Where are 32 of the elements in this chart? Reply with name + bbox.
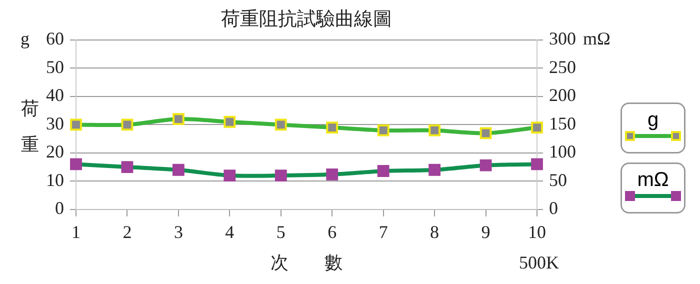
y-tick-label: 40 — [46, 85, 64, 106]
y2-tick-label: 250 — [549, 56, 576, 77]
y-tick-label: 60 — [46, 28, 64, 49]
y-tick-label: 10 — [46, 170, 64, 190]
x-tick-label: 5 — [276, 222, 286, 242]
x-tick-label: 9 — [481, 222, 490, 242]
x-tick-label: 3 — [174, 222, 183, 242]
y2-tick-label: 200 — [549, 85, 576, 106]
y-axis-title: 荷重 — [21, 98, 39, 154]
x-tick-label: 4 — [225, 222, 234, 242]
y2-tick-label: 100 — [549, 142, 576, 162]
text: g — [20, 28, 30, 49]
y2-tick-label: 0 — [549, 198, 558, 218]
x-tick-label: 6 — [328, 222, 337, 242]
y-tick-label: 30 — [46, 113, 64, 134]
y-tick-label: 20 — [46, 142, 64, 162]
y2-tick-label: 50 — [549, 170, 567, 190]
y-tick-label: 0 — [55, 198, 64, 218]
y2-axis-title: mΩ — [583, 28, 610, 49]
y-tick-label: 50 — [46, 56, 64, 77]
chart-title: 荷重阻抗試驗曲線圖 — [221, 8, 392, 30]
x-tick-label: 10 — [528, 222, 546, 242]
x-tick-label: 2 — [122, 222, 132, 242]
text: g — [647, 109, 659, 131]
y2-tick-label: 150 — [549, 113, 576, 134]
x-tick-label: 7 — [378, 222, 388, 242]
y2-tick-label: 300 — [549, 28, 576, 49]
text: mΩ — [637, 169, 669, 191]
x-axis-title: 次 數 — [270, 252, 342, 273]
text: 500K — [519, 252, 559, 273]
x-tick-label: 1 — [72, 222, 80, 242]
x-tick-label: 8 — [430, 222, 440, 242]
